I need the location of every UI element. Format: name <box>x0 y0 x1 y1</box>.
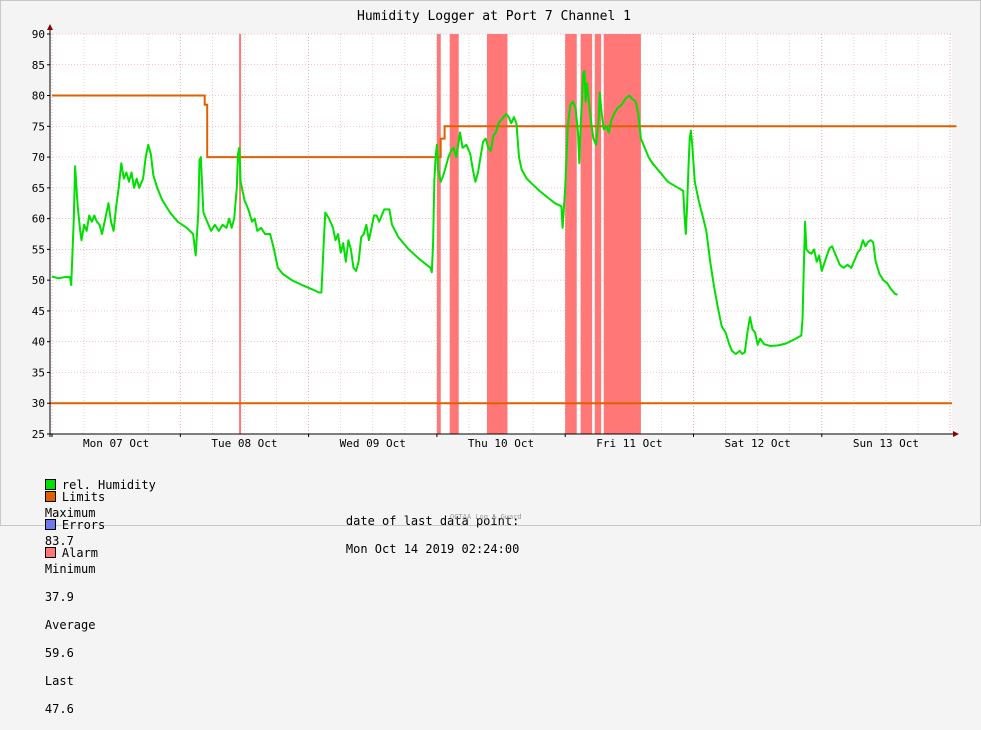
y-tick-label: 70 <box>32 151 45 164</box>
alarm-band <box>594 34 602 434</box>
average-value: 59.6 <box>44 646 74 660</box>
legend-limits-label: Limits <box>61 490 106 504</box>
alarm-band <box>239 34 242 434</box>
alarm-band <box>449 34 459 434</box>
alarm-swatch <box>44 547 56 558</box>
y-tick-label: 90 <box>32 28 45 41</box>
y-tick-label: 40 <box>32 336 45 349</box>
maximum-label: Maximum <box>44 506 96 520</box>
legend-humidity-label: rel. Humidity <box>61 478 156 492</box>
x-tick-label: Sun 13 Oct <box>853 437 919 450</box>
date-label: date of last data point: <box>345 514 520 528</box>
humidity-swatch <box>44 479 56 490</box>
x-tick-label: Mon 07 Oct <box>83 437 149 450</box>
y-tick-label: 45 <box>32 305 45 318</box>
y-tick-label: 80 <box>32 90 45 103</box>
alarm-band <box>580 34 593 434</box>
date-value: Mon Oct 14 2019 02:24:00 <box>345 542 520 556</box>
legend-alarm-label: Alarm <box>61 546 99 560</box>
alarm-band <box>603 34 641 434</box>
y-tick-label: 75 <box>32 120 45 133</box>
y-tick-label: 60 <box>32 213 45 226</box>
upper-limit-line <box>52 94 957 159</box>
average-label: Average <box>44 618 96 632</box>
y-tick-label: 25 <box>32 428 45 441</box>
legend-errors-label: Errors <box>61 518 106 532</box>
x-tick-label: Fri 11 Oct <box>596 437 662 450</box>
limits-lines <box>50 94 957 405</box>
y-tick-label: 85 <box>32 59 45 72</box>
x-tick-label: Sat 12 Oct <box>725 437 791 450</box>
humidity-line <box>51 69 898 355</box>
x-axis-arrow <box>953 431 959 437</box>
legend-row-2: Limits Errors Alarm <box>16 476 105 560</box>
last-value: 47.6 <box>44 702 74 716</box>
x-tick-label: Wed 09 Oct <box>340 437 406 450</box>
errors-swatch <box>44 519 56 530</box>
y-tick-label: 65 <box>32 182 45 195</box>
minimum-value: 37.9 <box>44 590 74 604</box>
y-tick-label: 30 <box>32 397 45 410</box>
limits-swatch <box>44 491 56 502</box>
last-label: Last <box>44 674 74 688</box>
humidity-series <box>51 69 898 355</box>
footer-date: date of last data point: Mon Oct 14 2019… <box>317 500 519 556</box>
humidity-chart: Humidity Logger at Port 7 Channel 1 25 30… <box>32 9 959 450</box>
alarm-band <box>436 34 441 434</box>
y-tick-label: 55 <box>32 243 45 256</box>
y-tick-label: 50 <box>32 274 45 287</box>
axes: 25 30 35 40 45 50 55 60 65 70 75 80 85 90 Mon 07 Oct Tu… <box>32 24 959 450</box>
alarm-band <box>565 34 577 434</box>
chart-title: Humidity Logger at Port 7 Channel 1 <box>357 9 631 24</box>
x-tick-label: Tue 08 Oct <box>211 437 277 450</box>
minimum-label: Minimum <box>44 562 96 576</box>
x-tick-label: Thu 10 Oct <box>468 437 534 450</box>
y-axis-arrow <box>47 24 53 30</box>
alarm-band <box>486 34 508 434</box>
watermark: OCTAA Log & Guard <box>450 513 522 521</box>
y-tick-label: 35 <box>32 366 45 379</box>
alarm-bands <box>239 34 641 434</box>
